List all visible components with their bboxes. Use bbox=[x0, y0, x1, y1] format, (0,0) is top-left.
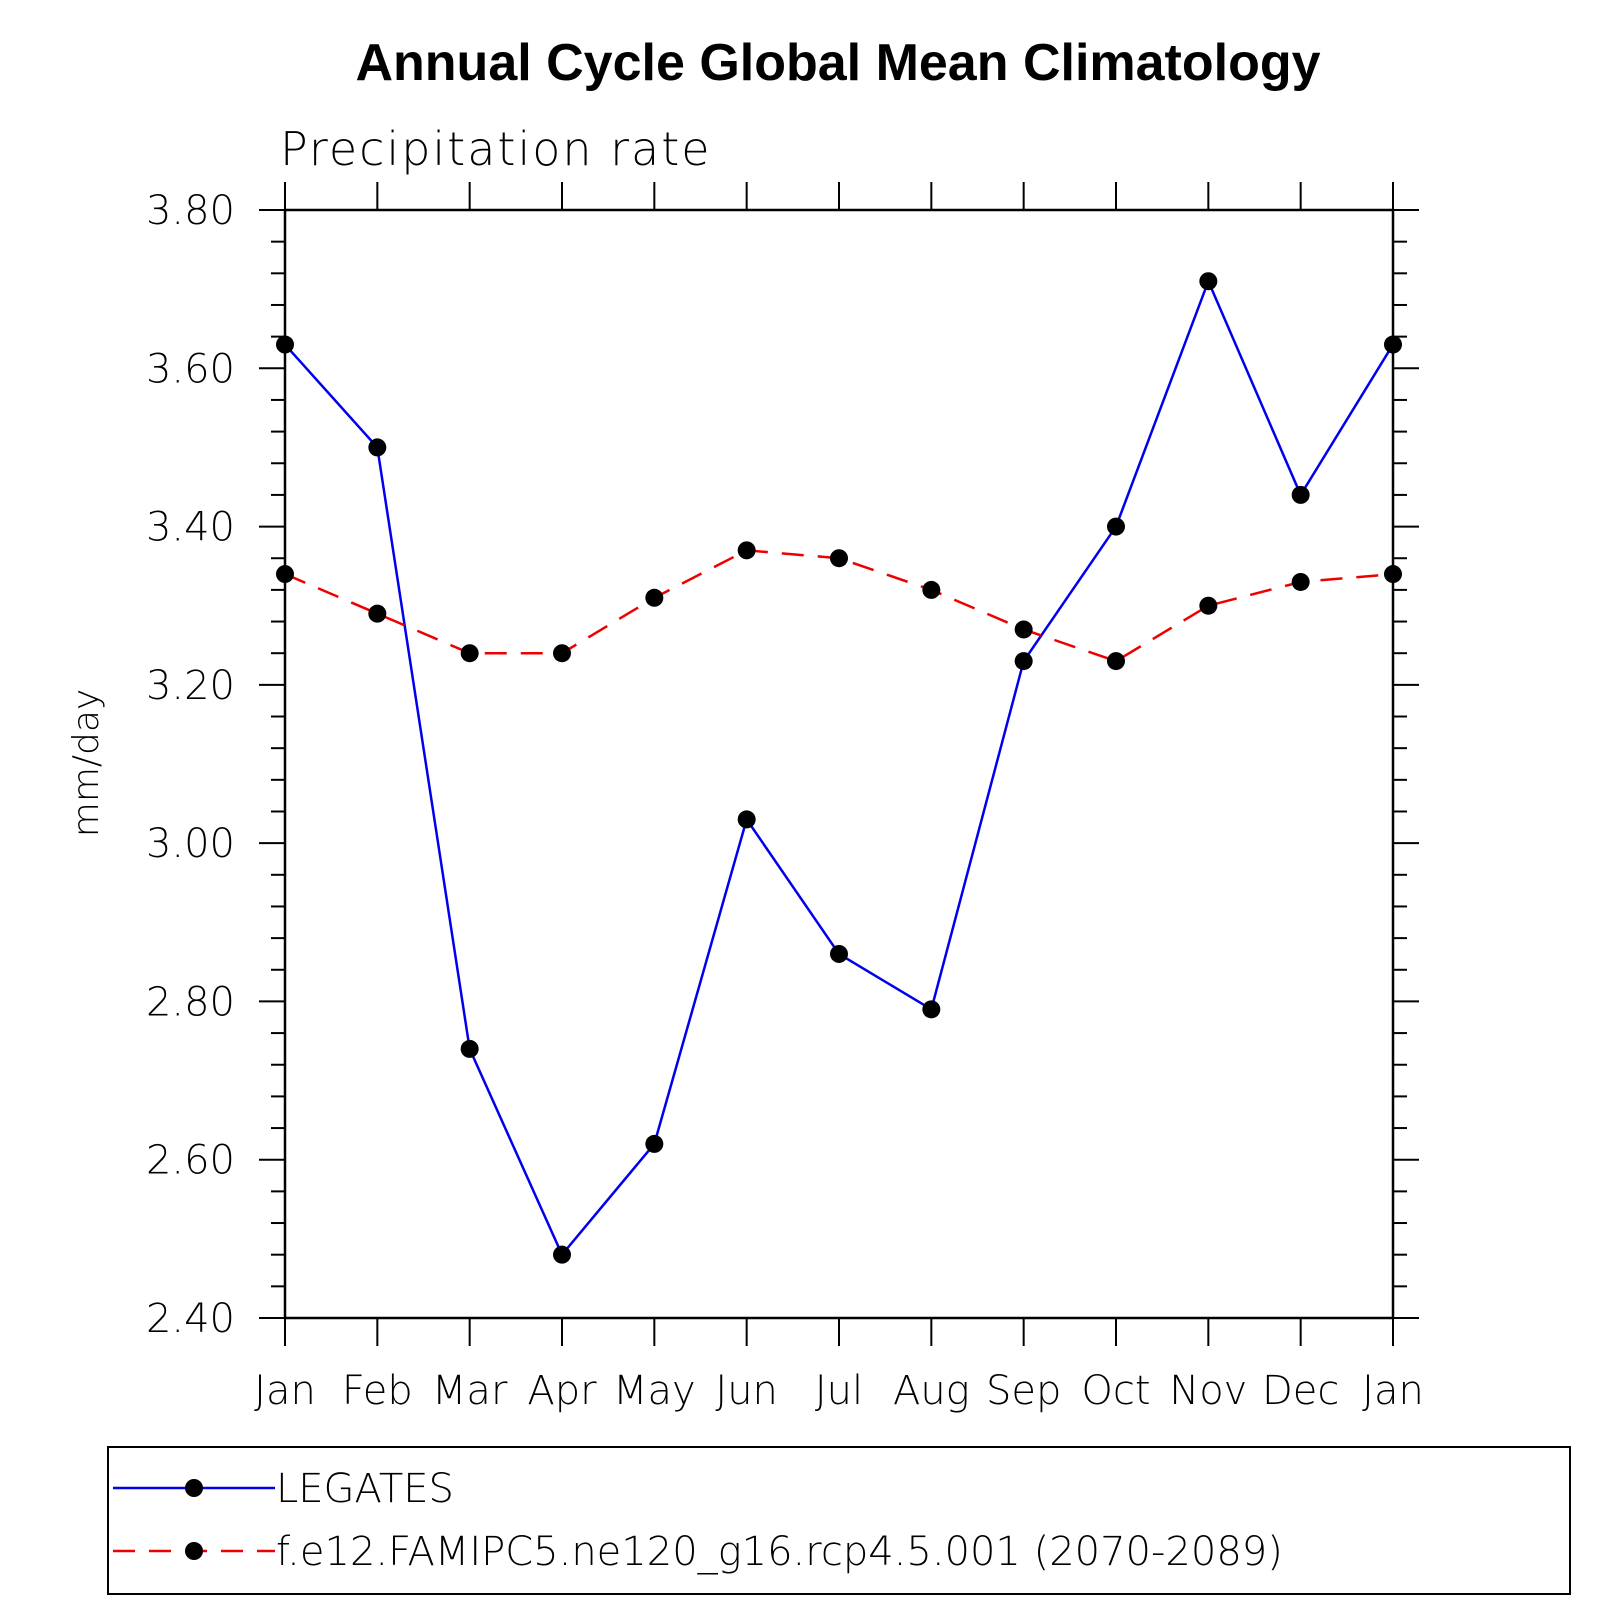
data-point bbox=[737, 541, 756, 560]
x-tick-label: Oct bbox=[1081, 1368, 1150, 1414]
data-point bbox=[1384, 565, 1402, 584]
x-tick-label: Dec bbox=[1262, 1368, 1339, 1414]
x-tick-label: Feb bbox=[342, 1368, 413, 1414]
chart-subtitle: Precipitation rate bbox=[280, 122, 712, 176]
y-tick-label: 2.80 bbox=[146, 979, 235, 1025]
y-tick-label: 2.40 bbox=[146, 1296, 235, 1342]
x-tick-label: Sep bbox=[986, 1368, 1061, 1414]
data-point bbox=[830, 549, 848, 568]
axes: 2.40 2.60 2.80 3.00 3.20 3.40 3.60 3.80 Jan Feb Ma… bbox=[146, 182, 1424, 1414]
series-layer bbox=[276, 272, 1402, 1264]
legend-marker bbox=[185, 1479, 203, 1497]
data-point bbox=[1384, 335, 1402, 354]
legend-item-1: LEGATES bbox=[113, 1466, 454, 1512]
data-point bbox=[1014, 652, 1033, 671]
data-point bbox=[645, 1134, 664, 1153]
data-point bbox=[1199, 596, 1218, 615]
data-point bbox=[922, 580, 941, 599]
x-tick-label: Jan bbox=[254, 1368, 316, 1414]
data-point bbox=[553, 644, 571, 663]
x-tick-label: Mar bbox=[432, 1368, 508, 1414]
data-point bbox=[1291, 485, 1310, 504]
data-point bbox=[553, 1245, 571, 1264]
data-point bbox=[460, 644, 479, 663]
data-point bbox=[368, 604, 387, 623]
x-tick-label: May bbox=[613, 1368, 696, 1414]
chart-title: Annual Cycle Global Mean Climatology bbox=[355, 34, 1320, 92]
x-tick-label: Jul bbox=[815, 1368, 863, 1414]
series-1 bbox=[276, 272, 1402, 1264]
legend-item-2: f.e12.FAMIPC5.ne120_g16.rcp4.5.001 (2070… bbox=[113, 1529, 1283, 1575]
x-tick-label: Jun bbox=[715, 1368, 778, 1414]
y-tick-label: 3.60 bbox=[146, 346, 235, 392]
y-tick-label: 3.00 bbox=[146, 821, 235, 867]
x-tick-label: Jan bbox=[1362, 1368, 1424, 1414]
y-tick-label: 3.80 bbox=[146, 188, 235, 234]
x-tick-label: Apr bbox=[527, 1368, 597, 1414]
y-axis-label: mm/day bbox=[66, 689, 107, 837]
data-point bbox=[1291, 572, 1310, 591]
data-point bbox=[1107, 517, 1125, 536]
series-line bbox=[284, 277, 1395, 1258]
x-tick-label: Aug bbox=[893, 1368, 970, 1414]
data-point bbox=[276, 335, 294, 354]
data-point bbox=[368, 438, 387, 457]
data-point bbox=[460, 1039, 479, 1058]
data-point bbox=[1107, 652, 1125, 671]
data-point bbox=[737, 810, 756, 829]
data-point bbox=[276, 565, 294, 584]
y-tick-label: 3.20 bbox=[146, 663, 235, 709]
y-tick-label: 2.60 bbox=[146, 1138, 235, 1184]
y-tick-label: 3.40 bbox=[146, 505, 235, 551]
x-tick-label: Nov bbox=[1169, 1368, 1247, 1414]
data-point bbox=[645, 588, 664, 607]
legend: LEGATES f.e12.FAMIPC5.ne120_g16.rcp4.5.00… bbox=[107, 1446, 1571, 1595]
data-point bbox=[830, 944, 848, 963]
legend-label: f.e12.FAMIPC5.ne120_g16.rcp4.5.001 (2070… bbox=[276, 1529, 1283, 1575]
legend-label: LEGATES bbox=[276, 1466, 454, 1512]
data-point bbox=[922, 1000, 941, 1019]
series-2 bbox=[276, 541, 1402, 671]
legend-marker bbox=[185, 1542, 203, 1560]
plot-frame bbox=[283, 208, 1395, 1320]
legend-box bbox=[107, 1446, 1571, 1595]
data-point bbox=[1014, 620, 1033, 639]
data-point bbox=[1199, 272, 1218, 291]
